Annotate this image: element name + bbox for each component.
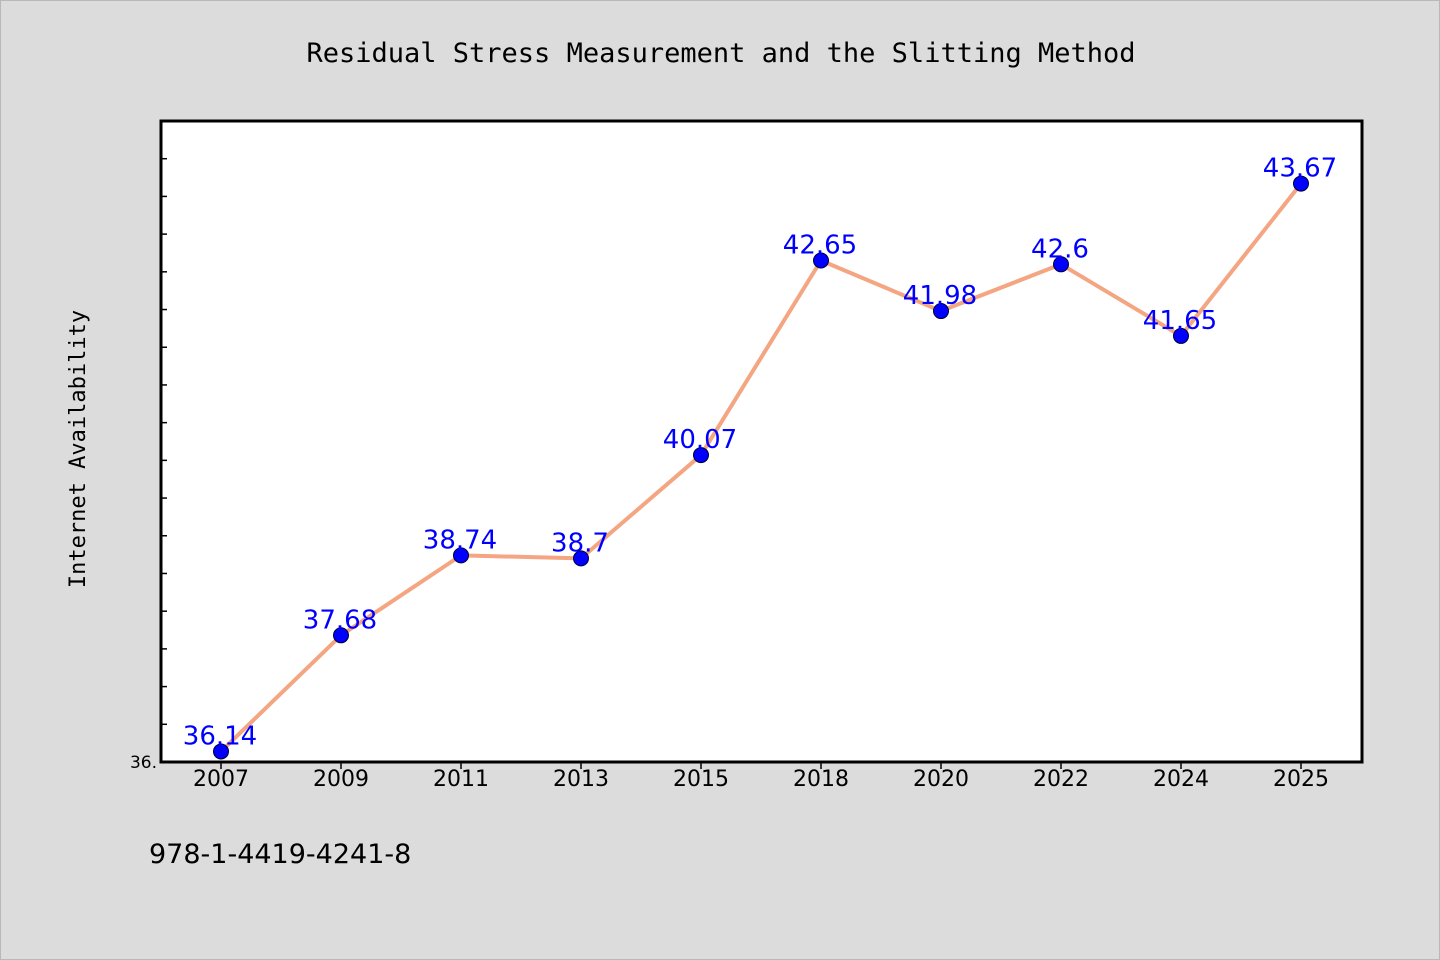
x-tick-label-2009: 2009 (313, 767, 369, 792)
x-tick-label-2025: 2025 (1273, 767, 1329, 792)
x-tick-label-2024: 2024 (1153, 767, 1209, 792)
x-tick-label-2007: 2007 (193, 767, 249, 792)
data-label-2009: 37.68 (303, 605, 377, 635)
marker-2024 (1173, 327, 1189, 344)
marker-group (213, 175, 1309, 760)
data-label-2011: 38.74 (423, 525, 497, 555)
data-label-2013: 38.7 (551, 528, 609, 558)
x-tick-label-2013: 2013 (553, 767, 609, 792)
series-line-group (219, 181, 1303, 754)
marker-2007 (213, 743, 229, 760)
x-tick-label-2015: 2015 (673, 767, 729, 792)
marker-2011 (453, 547, 469, 564)
data-label-2024: 41.65 (1143, 306, 1217, 336)
data-label-group: 36.14 37.68 38.74 38.7 40.07 42.65 41.98 42.6 41… (183, 154, 1337, 752)
x-tick-label-2022: 2022 (1033, 767, 1089, 792)
marker-2022 (1053, 256, 1069, 273)
marker-2013 (573, 550, 589, 567)
plot-area (159, 119, 1364, 764)
data-label-2025: 43.67 (1263, 154, 1337, 184)
x-tick-label-2011: 2011 (433, 767, 489, 792)
isbn-footer: 978-1-4419-4241-8 (149, 839, 411, 870)
data-label-2015: 40.07 (663, 425, 737, 455)
y-axis-ticks: 36. (130, 157, 167, 773)
marker-2009 (333, 627, 349, 644)
data-label-2022: 42.6 (1031, 234, 1089, 264)
y-tick-label-0: 36. (130, 753, 157, 773)
chart-title: Residual Stress Measurement and the Slit… (306, 38, 1135, 69)
marker-2015 (693, 447, 709, 464)
series-line (219, 181, 1303, 754)
marker-2020 (933, 303, 949, 320)
marker-2025 (1293, 175, 1309, 192)
y-axis-label: Internet Availability (66, 310, 91, 588)
marker-2018 (813, 252, 829, 269)
x-axis-ticks: 2007 2009 2011 2013 2015 2018 2020 2022 2024 2025 (193, 762, 1329, 792)
x-tick-label-2020: 2020 (913, 767, 969, 792)
x-tick-label-2018: 2018 (793, 767, 849, 792)
data-label-2007: 36.14 (183, 721, 257, 751)
data-label-2018: 42.65 (783, 231, 857, 261)
data-label-2020: 41.98 (903, 281, 977, 311)
